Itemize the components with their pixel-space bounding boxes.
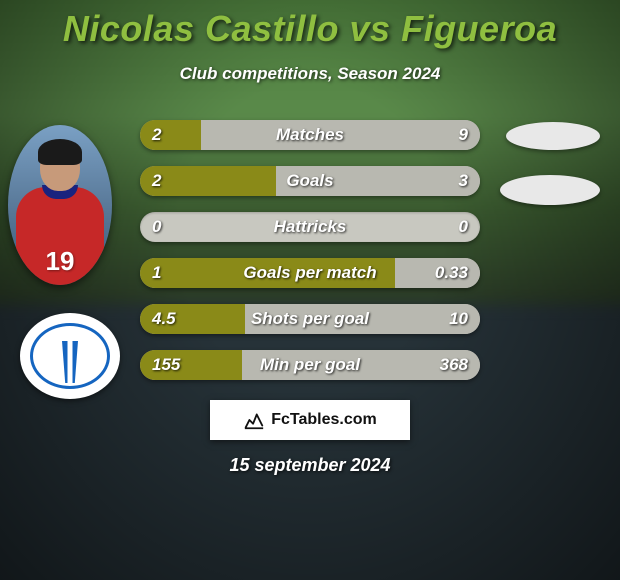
stat-row: 10.33Goals per match bbox=[140, 258, 480, 288]
stat-label: Min per goal bbox=[140, 350, 480, 380]
stat-row: 4.510Shots per goal bbox=[140, 304, 480, 334]
player-left-name: Nicolas Castillo bbox=[63, 8, 339, 49]
comparison-title: Nicolas Castillo vs Figueroa bbox=[0, 0, 620, 50]
brand-logo-icon bbox=[243, 409, 265, 431]
subtitle: Club competitions, Season 2024 bbox=[0, 64, 620, 84]
vs-word: vs bbox=[350, 8, 391, 49]
stat-row: 23Goals bbox=[140, 166, 480, 196]
brand-banner[interactable]: FcTables.com bbox=[210, 400, 410, 440]
footer-date: 15 september 2024 bbox=[0, 455, 620, 476]
stat-label: Matches bbox=[140, 120, 480, 150]
stats-comparison-bars: 29Matches 23Goals 00Hattricks 10.33Goals pe… bbox=[0, 120, 620, 396]
stat-row: 29Matches bbox=[140, 120, 480, 150]
stat-label: Goals bbox=[140, 166, 480, 196]
stat-label: Goals per match bbox=[140, 258, 480, 288]
brand-text: FcTables.com bbox=[271, 411, 377, 429]
stat-label: Shots per goal bbox=[140, 304, 480, 334]
stat-label: Hattricks bbox=[140, 212, 480, 242]
stat-row: 155368Min per goal bbox=[140, 350, 480, 380]
player-right-name: Figueroa bbox=[401, 8, 557, 49]
stat-row: 00Hattricks bbox=[140, 212, 480, 242]
